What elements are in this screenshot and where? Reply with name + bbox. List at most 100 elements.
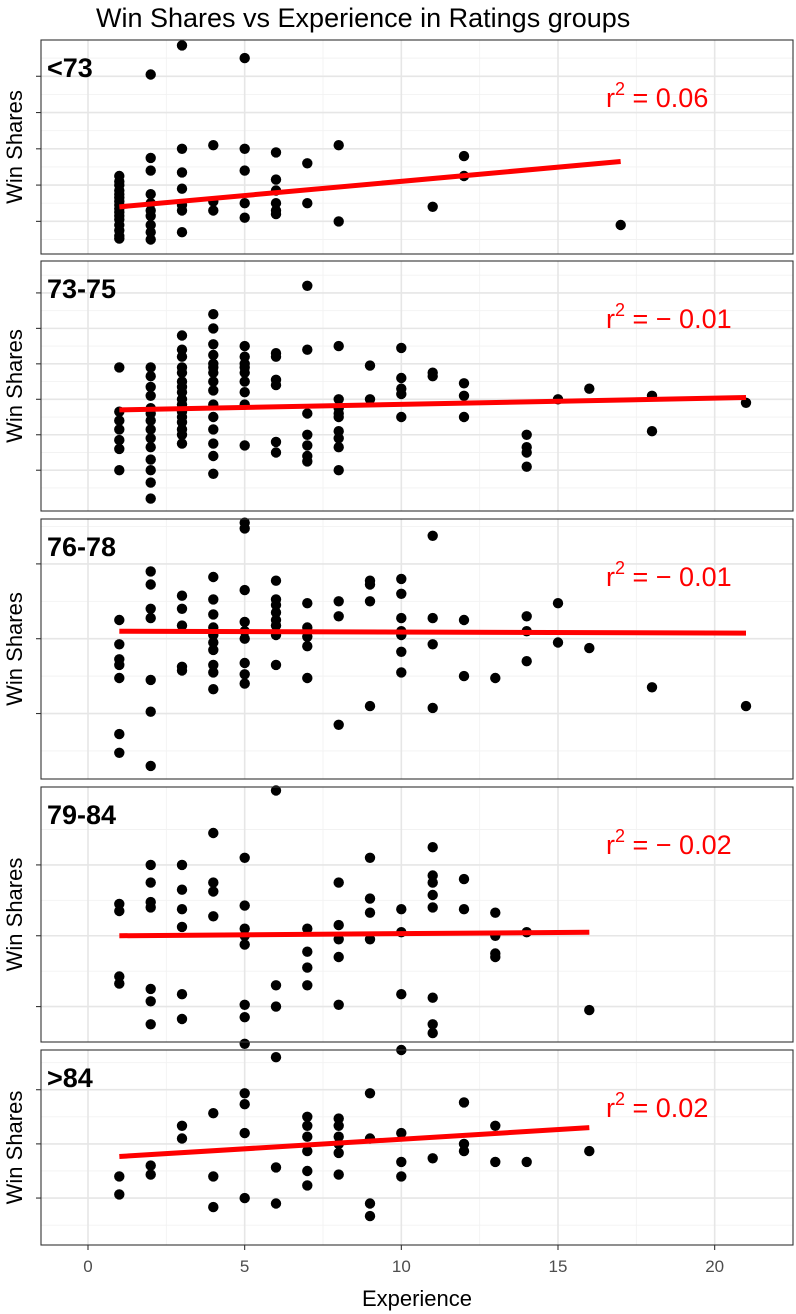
- data-point: [396, 372, 407, 384]
- data-point: [208, 424, 219, 435]
- data-point: [208, 349, 219, 361]
- data-point: [396, 667, 407, 678]
- data-point: [145, 189, 156, 200]
- data-point: [239, 340, 250, 352]
- data-point: [302, 280, 313, 291]
- data-point: [145, 442, 156, 453]
- data-point: [145, 210, 156, 222]
- data-point: [270, 1052, 282, 1063]
- r-squared-label: r2 = 0.02: [606, 1089, 708, 1123]
- data-point: [396, 342, 407, 354]
- data-point: [364, 1210, 376, 1222]
- data-point: [302, 344, 313, 355]
- data-point: [333, 442, 344, 453]
- data-point: [145, 69, 156, 80]
- x-axis-label: Experience: [362, 1286, 472, 1311]
- data-point: [302, 456, 313, 467]
- data-point: [145, 612, 156, 624]
- data-point: [270, 980, 282, 991]
- r-squared-label: r2 = − 0.01: [606, 558, 732, 592]
- data-point: [302, 1180, 313, 1191]
- panel-2: 76-78 r2 = − 0.01 Win Shares: [2, 517, 794, 780]
- data-point: [239, 852, 250, 863]
- data-point: [145, 219, 156, 231]
- data-point: [584, 642, 595, 654]
- data-point: [176, 1133, 188, 1144]
- data-point: [270, 659, 282, 671]
- data-point: [270, 147, 282, 158]
- data-point: [302, 158, 313, 169]
- data-point: [740, 397, 752, 408]
- data-point: [239, 900, 250, 911]
- regression-line: [119, 159, 621, 210]
- data-point: [208, 450, 219, 462]
- data-point: [114, 434, 125, 446]
- data-point: [114, 978, 125, 989]
- data-point: [302, 1120, 313, 1132]
- data-point: [396, 411, 407, 423]
- data-point: [270, 575, 282, 586]
- data-point: [427, 639, 438, 650]
- data-point: [208, 571, 219, 583]
- data-point: [552, 598, 564, 609]
- panel-4: >84 r2 = 0.02 Win Shares: [2, 1044, 794, 1246]
- data-point: [176, 227, 188, 238]
- x-tick-label: 10: [392, 1257, 411, 1276]
- data-point: [364, 852, 376, 863]
- data-point: [176, 167, 188, 178]
- data-point: [208, 886, 219, 897]
- chart-title: Win Shares vs Experience in Ratings grou…: [96, 3, 630, 33]
- data-point: [176, 904, 188, 915]
- data-point: [270, 785, 282, 796]
- y-axis-label: Win Shares: [2, 329, 27, 443]
- data-point: [145, 706, 156, 717]
- data-point: [584, 1145, 595, 1157]
- data-point: [427, 877, 438, 888]
- data-point: [208, 609, 219, 620]
- data-point: [302, 598, 313, 609]
- data-point: [270, 436, 282, 448]
- data-point: [302, 1131, 313, 1142]
- data-point: [239, 669, 250, 680]
- data-point: [145, 1019, 156, 1030]
- y-axis-label: Win Shares: [2, 1091, 27, 1205]
- y-axis-label: Win Shares: [2, 592, 27, 706]
- data-point: [427, 1153, 438, 1164]
- data-point: [176, 859, 188, 871]
- data-point: [145, 579, 156, 590]
- data-point: [208, 339, 219, 350]
- data-point: [364, 1088, 376, 1099]
- x-axis: 0 5 10 15 20: [83, 1245, 724, 1276]
- data-point: [114, 614, 125, 626]
- data-point: [584, 383, 595, 394]
- data-point: [176, 429, 188, 440]
- data-point: [239, 939, 250, 950]
- data-point: [521, 447, 532, 458]
- regression-line: [119, 1125, 590, 1160]
- data-point: [333, 433, 344, 444]
- data-point: [114, 1189, 125, 1200]
- data-point: [145, 234, 156, 245]
- data-point: [427, 1027, 438, 1039]
- data-point: [145, 424, 156, 435]
- data-point: [114, 639, 125, 650]
- y-axis-label: Win Shares: [2, 90, 27, 204]
- data-point: [176, 40, 188, 51]
- data-point: [114, 424, 125, 435]
- data-point: [458, 390, 470, 401]
- data-point: [239, 143, 250, 154]
- data-point: [302, 923, 313, 934]
- data-point: [239, 1038, 250, 1050]
- data-point: [176, 143, 188, 154]
- data-point: [239, 523, 250, 534]
- data-point: [364, 596, 376, 607]
- data-point: [396, 989, 407, 1000]
- data-point: [208, 376, 219, 387]
- data-point: [145, 227, 156, 238]
- regression-line: [119, 395, 747, 413]
- data-point: [427, 1019, 438, 1030]
- data-point: [176, 438, 188, 449]
- data-point: [114, 672, 125, 684]
- data-point: [239, 387, 250, 398]
- data-point: [270, 379, 282, 391]
